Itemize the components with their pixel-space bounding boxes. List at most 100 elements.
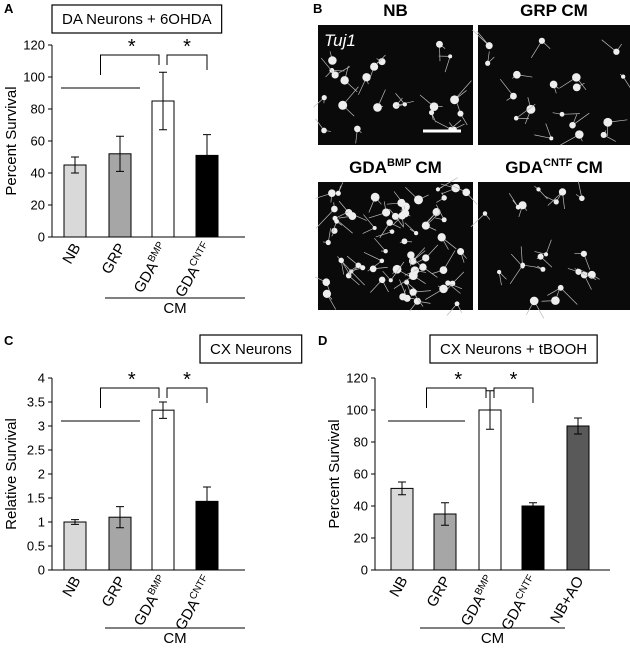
error-bar — [116, 506, 124, 529]
soma — [457, 248, 465, 256]
bar — [478, 409, 502, 571]
category-superscript: CNTF — [188, 240, 211, 269]
bar — [63, 521, 87, 571]
error-bar — [441, 502, 449, 526]
soma — [543, 252, 549, 257]
significance: * — [183, 369, 191, 391]
y-axis-label: Percent Survival — [3, 86, 20, 195]
category-superscript: BMP — [146, 573, 167, 598]
y-tick-label: 2 — [38, 467, 45, 482]
group-label: CM — [163, 300, 186, 317]
soma — [403, 294, 411, 302]
soma — [462, 188, 471, 197]
bar — [566, 425, 590, 571]
error-bar — [398, 481, 406, 496]
y-tick-label: 120 — [23, 38, 45, 53]
neurons — [314, 177, 478, 316]
neurons — [313, 40, 472, 144]
category-superscript: BMP — [146, 240, 167, 265]
soma — [392, 264, 402, 274]
soma — [321, 127, 327, 134]
bracket — [426, 387, 487, 408]
y-tick-label: 3 — [38, 419, 45, 434]
soma — [432, 208, 441, 217]
category-superscript: CNTF — [188, 573, 211, 602]
soma — [379, 258, 385, 264]
soma — [575, 130, 584, 139]
soma — [549, 136, 554, 141]
soma — [575, 268, 582, 275]
soma — [572, 83, 581, 92]
micrograph — [318, 182, 473, 310]
soma — [378, 276, 386, 284]
group-label: CM — [163, 630, 186, 643]
soma — [419, 263, 427, 271]
bracket — [166, 387, 208, 403]
image-title-text: GDA — [505, 158, 543, 177]
soma — [445, 280, 451, 286]
soma — [513, 70, 521, 79]
soma — [386, 219, 393, 226]
significance: * — [128, 36, 136, 58]
soma — [370, 62, 379, 71]
soma — [510, 92, 517, 100]
soma — [328, 56, 337, 65]
soma — [338, 257, 344, 264]
soma — [331, 227, 338, 234]
y-axis-label: Percent Survival — [326, 419, 343, 528]
x-tick-label: GDABMP — [457, 573, 500, 629]
soma — [569, 121, 576, 129]
panel-letter: C — [4, 333, 14, 348]
soma — [496, 269, 502, 275]
title-box — [429, 334, 598, 364]
soma — [362, 73, 371, 82]
soma — [518, 201, 527, 210]
x-tick-label: GDABMP — [130, 573, 173, 629]
y-tick-label: 0 — [38, 230, 45, 245]
soma — [322, 278, 331, 286]
significance: * — [128, 369, 136, 391]
bracket — [100, 54, 160, 75]
soma — [335, 190, 341, 196]
soma — [338, 100, 348, 110]
bar — [521, 505, 545, 571]
soma — [345, 272, 352, 279]
soma — [536, 187, 541, 192]
panel-letter: D — [318, 333, 327, 348]
significance: * — [183, 36, 191, 58]
y-tick-label: 120 — [346, 371, 368, 386]
soma — [613, 48, 620, 55]
soma — [553, 199, 559, 205]
soma — [378, 58, 386, 66]
soma — [422, 254, 430, 262]
category-name: GDA — [458, 592, 489, 629]
category-name: NB — [59, 241, 84, 268]
soma — [428, 109, 435, 116]
panel-letter: A — [4, 1, 14, 16]
soma — [559, 111, 565, 117]
error-bar — [159, 71, 167, 131]
soma — [392, 101, 400, 109]
neurite — [435, 119, 462, 130]
soma — [448, 54, 453, 59]
significance: * — [510, 369, 518, 391]
category-name: NB — [386, 574, 411, 601]
soma — [369, 265, 377, 273]
category-name: GDA — [131, 592, 162, 629]
soma — [436, 40, 443, 48]
soma — [413, 297, 421, 305]
y-tick-label: 80 — [354, 435, 368, 450]
category-superscript: BMP — [473, 573, 494, 598]
image-title-superscript: BMP — [387, 157, 411, 169]
x-tick-label: GDABMP — [130, 240, 173, 296]
soma — [558, 188, 567, 196]
image-title: GDABMP CM — [349, 157, 442, 177]
neurite — [362, 214, 375, 234]
soma — [389, 229, 395, 234]
bracket — [493, 387, 534, 403]
soma — [321, 95, 327, 101]
x-tick-label: GRP — [423, 574, 454, 611]
soma — [372, 225, 377, 230]
category-name: GRP — [423, 574, 454, 611]
error-bar — [203, 134, 211, 177]
